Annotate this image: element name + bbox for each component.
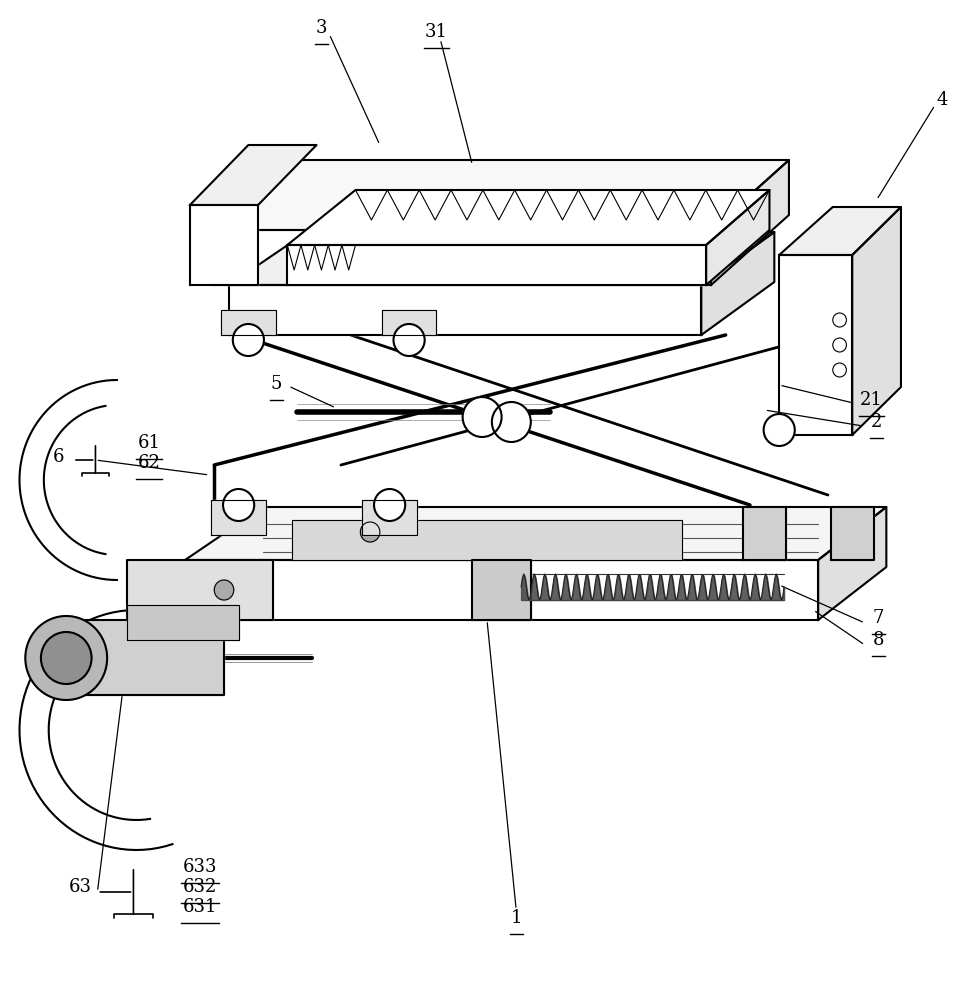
Circle shape: [360, 522, 380, 542]
Text: 61: 61: [137, 434, 161, 452]
Text: 2: 2: [871, 413, 882, 431]
Polygon shape: [292, 520, 682, 560]
Circle shape: [41, 632, 92, 684]
Polygon shape: [190, 145, 317, 205]
Text: 7: 7: [873, 609, 884, 627]
Polygon shape: [185, 507, 886, 560]
Text: 632: 632: [182, 878, 217, 896]
Polygon shape: [779, 207, 901, 255]
Text: 631: 631: [182, 898, 217, 916]
Text: 1: 1: [510, 909, 522, 927]
Text: 8: 8: [873, 631, 884, 649]
Circle shape: [374, 489, 405, 521]
Text: 3: 3: [316, 19, 327, 37]
Polygon shape: [818, 507, 886, 620]
Polygon shape: [185, 560, 818, 620]
Polygon shape: [362, 500, 417, 535]
Polygon shape: [229, 285, 701, 335]
Circle shape: [764, 414, 795, 446]
Polygon shape: [211, 500, 266, 535]
Circle shape: [233, 324, 264, 356]
Polygon shape: [706, 190, 769, 285]
Polygon shape: [287, 245, 706, 285]
Circle shape: [393, 324, 425, 356]
Polygon shape: [287, 190, 769, 245]
Circle shape: [214, 580, 234, 600]
Polygon shape: [852, 207, 901, 435]
Text: 21: 21: [860, 391, 883, 409]
Text: 31: 31: [425, 23, 448, 41]
Text: 63: 63: [68, 878, 92, 896]
Circle shape: [223, 489, 254, 521]
Text: 5: 5: [271, 375, 282, 393]
Text: 62: 62: [137, 454, 161, 472]
Polygon shape: [229, 232, 774, 285]
Polygon shape: [831, 507, 874, 560]
Text: 4: 4: [936, 91, 948, 109]
Circle shape: [25, 616, 107, 700]
Text: 6: 6: [53, 448, 64, 466]
Polygon shape: [214, 160, 789, 230]
Polygon shape: [779, 255, 852, 435]
Polygon shape: [472, 560, 531, 620]
Polygon shape: [711, 160, 789, 285]
Polygon shape: [382, 310, 436, 335]
Polygon shape: [701, 232, 774, 335]
Polygon shape: [743, 507, 786, 560]
Polygon shape: [221, 310, 276, 335]
Circle shape: [463, 397, 502, 437]
Polygon shape: [190, 205, 258, 285]
Polygon shape: [54, 620, 224, 695]
Polygon shape: [127, 560, 273, 620]
Text: 633: 633: [182, 858, 217, 876]
Polygon shape: [127, 605, 239, 640]
Polygon shape: [214, 230, 711, 285]
Circle shape: [492, 402, 531, 442]
